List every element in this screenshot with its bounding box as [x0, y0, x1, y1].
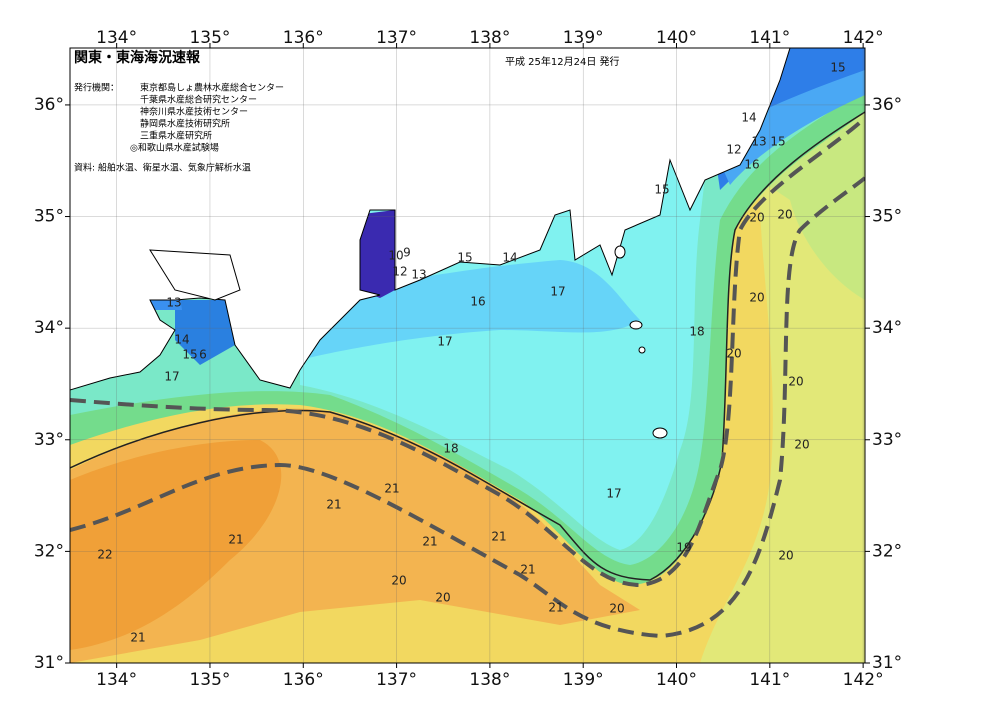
lon-label: 135°: [189, 28, 230, 48]
lon-label: 137°: [376, 28, 417, 48]
lat-label: 36°: [872, 95, 902, 115]
lon-label: 140°: [656, 670, 697, 690]
contour-label: 15: [182, 348, 197, 362]
contour-label: 21: [491, 530, 506, 544]
issuer: 三重県水産研究所: [140, 130, 212, 142]
contour-label: 20: [609, 602, 624, 616]
lon-label: 137°: [376, 670, 417, 690]
contour-label: 13: [166, 296, 181, 310]
contour-label: 18: [689, 325, 704, 339]
lon-label: 136°: [283, 670, 324, 690]
data-source: 資料: 船舶水温、衛星水温、気象庁解析水温: [74, 162, 251, 174]
lat-label: 31°: [872, 653, 902, 673]
contour-label: 20: [777, 208, 792, 222]
title: 関東・東海海況速報: [74, 49, 201, 66]
lat-label: 33°: [872, 430, 902, 450]
contour-label: 20: [778, 549, 793, 563]
issuer: 静岡県水産技術研究所: [140, 118, 230, 130]
lat-label: 34°: [872, 318, 902, 338]
lon-label: 134°: [96, 670, 137, 690]
contour-label: 12: [392, 265, 407, 279]
contour-label: 20: [435, 591, 450, 605]
lat-label: 35°: [34, 207, 64, 227]
contour-label: 22: [97, 548, 112, 562]
issuer: ◎和歌山県水産試験場: [130, 142, 219, 154]
contour-label: 17: [164, 370, 179, 384]
lon-label: 142°: [843, 28, 884, 48]
contour-label: 6: [199, 348, 207, 362]
lat-label: 34°: [34, 318, 64, 338]
contour-label: 20: [391, 574, 406, 588]
lon-label: 142°: [843, 670, 884, 690]
contour-label: 9: [403, 246, 411, 260]
contour-label: 17: [437, 335, 452, 349]
contour-label: 15: [830, 61, 845, 75]
contour-label: 13: [751, 135, 766, 149]
contour-label: 21: [384, 482, 399, 496]
issue-date: 平成 25年12月24日 発行: [505, 55, 620, 68]
lon-label: 138°: [469, 28, 510, 48]
contour-label: 12: [726, 143, 741, 157]
contour-label: 17: [550, 285, 565, 299]
contour-label: 15: [457, 251, 472, 265]
lat-label: 35°: [872, 207, 902, 227]
contour-label: 18: [443, 442, 458, 456]
contour-label: 15: [654, 183, 669, 197]
lon-label: 134°: [96, 28, 137, 48]
lon-label: 140°: [656, 28, 697, 48]
lat-label: 32°: [872, 541, 902, 561]
contour-label: 14: [502, 251, 517, 265]
contour-label: 16: [744, 158, 759, 172]
lon-label: 135°: [189, 670, 230, 690]
contour-label: 20: [749, 291, 764, 305]
lon-label: 136°: [283, 28, 324, 48]
contour-label: 21: [520, 563, 535, 577]
issuer: 神奈川県水産技術センター: [140, 106, 248, 118]
contour-label: 21: [422, 535, 437, 549]
contour-label: 20: [794, 438, 809, 452]
lat-label: 31°: [34, 653, 64, 673]
lat-label: 36°: [34, 95, 64, 115]
contour-label: 16: [470, 295, 485, 309]
contour-label: 10: [388, 249, 403, 263]
issuers-label: 発行機関：: [74, 82, 119, 94]
lon-label: 141°: [749, 670, 790, 690]
contour-label: 21: [548, 601, 563, 615]
contour-label: 19: [676, 541, 691, 555]
lat-label: 33°: [34, 430, 64, 450]
lon-label: 138°: [469, 670, 510, 690]
contour-label: 21: [326, 498, 341, 512]
contour-label: 14: [174, 333, 189, 347]
issuer: 千葉県水産総合研究センター: [140, 94, 257, 106]
contour-label: 21: [228, 533, 243, 547]
contour-label: 13: [411, 268, 426, 282]
contour-label: 14: [741, 111, 756, 125]
contour-label: 15: [770, 135, 785, 149]
issuer: 東京都島しょ農林水産総合センター: [140, 82, 284, 94]
contour-label: 20: [788, 375, 803, 389]
lat-label: 32°: [34, 541, 64, 561]
contour-label: 20: [726, 347, 741, 361]
map-frame: [69, 47, 866, 664]
lon-label: 141°: [749, 28, 790, 48]
lon-label: 139°: [563, 28, 604, 48]
contour-label: 21: [130, 631, 145, 645]
contour-label: 20: [749, 211, 764, 225]
grid: [70, 48, 865, 663]
contour-label: 17: [606, 487, 621, 501]
lon-label: 139°: [563, 670, 604, 690]
